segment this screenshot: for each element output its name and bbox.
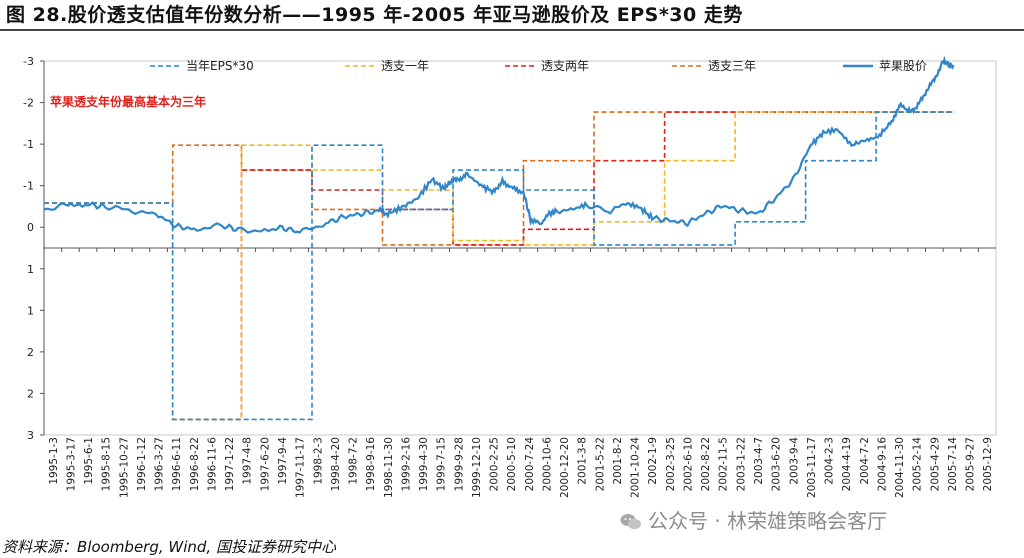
legend-label: 透支三年 [708, 59, 756, 73]
x-tick-label: 1997-9-4 [277, 437, 289, 485]
x-tick-label: 2001-3-8 [577, 437, 589, 485]
x-tick-label: 1996-8-22 [189, 437, 201, 491]
x-tick-label: 1996-1-12 [136, 437, 148, 491]
x-tick-label: 2005-4-29 [929, 437, 941, 491]
x-tick-label: 1999-7-15 [436, 437, 448, 491]
x-tick-label: 1999-9-28 [453, 437, 465, 491]
wechat-icon [620, 513, 642, 531]
x-tick-label: 2005-9-27 [965, 437, 977, 491]
x-tick-label: 2004-7-2 [859, 437, 871, 485]
y-tick-label: -1 [23, 180, 34, 193]
x-tick-label: 1995-8-15 [101, 437, 113, 491]
legend-label: 苹果股价 [879, 59, 927, 73]
x-tick-label: 1999-2-16 [400, 437, 412, 492]
x-tick-label: 2002-1-9 [647, 437, 659, 485]
x-tick-label: 2002-11-5 [718, 437, 730, 491]
x-tick-label: 2001-10-24 [630, 437, 642, 498]
x-tick-label: 1998-4-20 [330, 437, 342, 491]
x-tick-label: 1997-1-22 [224, 437, 236, 491]
x-tick-label: 2002-8-22 [700, 437, 712, 491]
y-tick-label: 0 [27, 221, 34, 234]
x-tick-label: 1997-11-17 [295, 437, 307, 498]
x-tick-label: 2003-1-22 [735, 437, 747, 491]
chart: -3 -2 -1 -1 0 1 1 2 2 3 1995-1-3 1995-3-17 1995-6-1 1… [0, 30, 1024, 508]
x-tick-label: 2003-6-20 [771, 437, 783, 491]
legend-label: 透支两年 [541, 59, 589, 73]
x-tick-label: 2005-7-14 [947, 437, 959, 492]
x-tick-label: 1998-9-16 [365, 437, 377, 492]
x-tick-label: 2005-12-9 [982, 437, 994, 491]
x-tick-label: 2000-12-20 [559, 437, 571, 498]
x-tick-label: 2001-8-2 [612, 437, 624, 485]
x-tick-label: 1995-1-3 [48, 437, 60, 485]
x-tick-label: 2003-11-17 [806, 437, 818, 498]
x-tick-label: 2000-10-6 [541, 437, 553, 492]
x-tick-label: 2000-5-10 [506, 437, 518, 491]
x-tick-label: 1998-2-3 [312, 437, 324, 485]
series-line [44, 112, 954, 419]
y-tick-label: 3 [27, 429, 34, 442]
source-note: 资料来源：Bloomberg, Wind, 国投证券研究中心 [2, 536, 336, 557]
y-tick-label: 2 [27, 346, 34, 359]
legend-label: 当年EPS*30 [186, 59, 254, 73]
chart-title: 图 28.股价透支估值年份数分析——1995 年-2005 年亚马逊股价及 EP… [6, 0, 743, 27]
x-tick-label: 1996-3-27 [154, 437, 166, 491]
x-tick-label: 2004-11-30 [894, 437, 906, 498]
y-tick-label: 2 [27, 387, 34, 400]
x-tick-label: 2004-4-19 [841, 437, 853, 491]
x-tick-label: 2002-6-10 [682, 437, 694, 491]
x-tick-label: 1997-6-20 [259, 437, 271, 491]
x-tick-label: 1995-10-27 [118, 437, 130, 498]
series-line [44, 60, 954, 233]
watermark: 公众号 · 林荣雄策略会客厅 [620, 505, 887, 534]
axes: -3 -2 -1 -1 0 1 1 2 2 3 1995-1-3 1995-3-17 1995-6-1 1… [23, 55, 996, 498]
x-tick-label: 2000-7-24 [524, 437, 536, 492]
chart-annotation: 苹果透支年份最高基本为三年 [50, 94, 206, 109]
y-tick-label: 1 [27, 304, 34, 317]
x-tick-label: 1998-11-30 [383, 437, 395, 498]
x-tick-label: 1996-6-11 [171, 437, 183, 491]
x-tick-label: 2000-2-25 [489, 437, 501, 491]
y-tick-label: -3 [23, 55, 34, 68]
x-tick-label: 2003-4-7 [753, 437, 765, 485]
x-tick-label: 2004-9-16 [876, 437, 888, 492]
x-tick-label: 2004-2-3 [824, 437, 836, 485]
y-tick-label: 1 [27, 263, 34, 276]
y-tick-label: -2 [23, 97, 34, 110]
x-tick-label: 2001-5-22 [594, 437, 606, 491]
x-tick-label: 1995-3-17 [65, 437, 77, 491]
series-layer [44, 60, 954, 420]
x-tick-label: 1997-4-8 [242, 437, 254, 485]
x-tick-label: 2005-2-14 [912, 437, 924, 492]
x-tick-label: 1995-6-1 [83, 437, 95, 485]
legend-label: 透支一年 [381, 59, 429, 73]
y-tick-label: -1 [23, 138, 34, 151]
x-tick-label: 2003-9-4 [788, 437, 800, 485]
x-tick-label: 1999-4-30 [418, 437, 430, 491]
series-line [44, 112, 954, 419]
watermark-text: 公众号 · 林荣雄策略会客厅 [648, 509, 887, 533]
series-line [44, 112, 954, 419]
x-tick-label: 1996-11-6 [206, 437, 218, 492]
x-tick-label: 2002-3-25 [665, 437, 677, 491]
x-tick-label: 1998-7-2 [348, 437, 360, 485]
x-tick-label: 1999-12-10 [471, 437, 483, 498]
